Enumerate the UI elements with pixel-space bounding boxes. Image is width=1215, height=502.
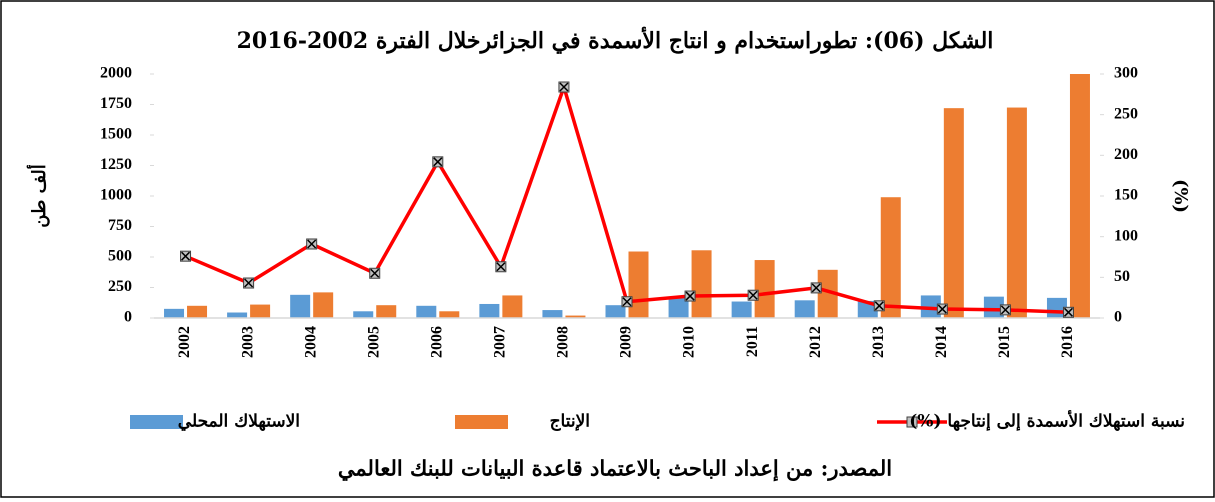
y-tick-label: 250 (108, 278, 132, 295)
legend-label: نسبة استهلاك الأسمدة إلى إنتاجها (%) (909, 410, 1185, 432)
y-tick-label: 1250 (100, 156, 132, 173)
line-marker (306, 238, 318, 250)
bar (542, 310, 563, 318)
y-tick-label: 750 (108, 217, 132, 234)
line-marker (1062, 306, 1074, 318)
bar (479, 303, 500, 318)
bar (290, 294, 311, 318)
y-tick-label: 500 (108, 248, 132, 265)
y2-tick-label: 250 (1114, 105, 1138, 122)
bar (983, 296, 1004, 318)
y2-tick-label: 0 (1114, 309, 1122, 326)
bar (164, 308, 185, 318)
y2-tick-label: 200 (1114, 146, 1138, 163)
bar (754, 260, 775, 318)
bar (880, 197, 901, 318)
line-marker (999, 304, 1011, 316)
bar (731, 301, 752, 318)
y2-tick-label: 100 (1114, 227, 1138, 244)
y2-axis-label: (%) (1170, 179, 1191, 213)
bar (1069, 74, 1090, 318)
line-marker (180, 250, 192, 262)
y2-tick-label: 300 (1114, 65, 1138, 82)
bar (691, 250, 712, 318)
bar (817, 269, 838, 318)
bar (250, 304, 271, 318)
x-tick-label: 2005 (365, 326, 382, 358)
y-axis-label: ألف طن (27, 164, 50, 227)
bar (227, 312, 248, 318)
x-tick-label: 2002 (176, 326, 193, 358)
line-marker (495, 261, 507, 273)
bar (628, 251, 649, 318)
x-tick-label: 2004 (302, 326, 319, 358)
bar (313, 292, 334, 318)
line-marker (243, 277, 255, 289)
y2-tick-label: 50 (1114, 268, 1130, 285)
x-tick-label: 2010 (681, 326, 698, 358)
bar (416, 305, 437, 318)
x-tick-label: 2006 (428, 326, 445, 358)
y-tick-label: 1750 (100, 95, 132, 112)
legend-label: الإنتاج (550, 412, 590, 432)
line-marker (684, 290, 696, 302)
source-note: المصدر: من إعداد الباحث بالاعتماد قاعدة … (338, 456, 892, 482)
line-marker (432, 156, 444, 168)
legend-swatch (455, 415, 508, 429)
legend-label: الاستهلاك المحلي (178, 412, 300, 432)
bar (502, 295, 523, 318)
bar (943, 108, 964, 318)
bar (668, 296, 689, 318)
legend-swatch (130, 415, 183, 429)
bar (187, 305, 208, 318)
x-tick-label: 2009 (618, 326, 635, 358)
y-tick-label: 1500 (100, 126, 132, 143)
chart-title: الشكل (06): تطوراستخدام و انتاج الأسمدة … (237, 26, 994, 54)
y-tick-label: 2000 (100, 65, 132, 82)
line-marker (810, 282, 822, 294)
y-tick-label: 0 (124, 309, 132, 326)
line-marker (936, 303, 948, 315)
x-tick-label: 2012 (807, 326, 824, 358)
x-tick-label: 2016 (1059, 326, 1076, 358)
bar (565, 315, 586, 318)
x-tick-label: 2013 (870, 326, 887, 358)
x-tick-label: 2014 (933, 326, 950, 358)
line-marker (369, 267, 381, 279)
line-marker (621, 296, 633, 308)
x-tick-label: 2008 (555, 326, 572, 358)
bar (605, 305, 626, 318)
line-marker (558, 81, 570, 93)
line-marker (873, 300, 885, 312)
x-tick-label: 2007 (492, 326, 509, 358)
x-tick-label: 2003 (239, 326, 256, 358)
line-marker (747, 289, 759, 301)
bar (794, 300, 815, 318)
bar (439, 311, 460, 318)
y2-tick-label: 150 (1114, 187, 1138, 204)
x-tick-label: 2015 (996, 326, 1013, 358)
bar (376, 305, 397, 318)
y-tick-label: 1000 (100, 187, 132, 204)
legend-swatch-marker (906, 416, 918, 428)
x-tick-label: 2011 (744, 326, 761, 357)
bar (1006, 107, 1027, 318)
bar (353, 311, 374, 318)
